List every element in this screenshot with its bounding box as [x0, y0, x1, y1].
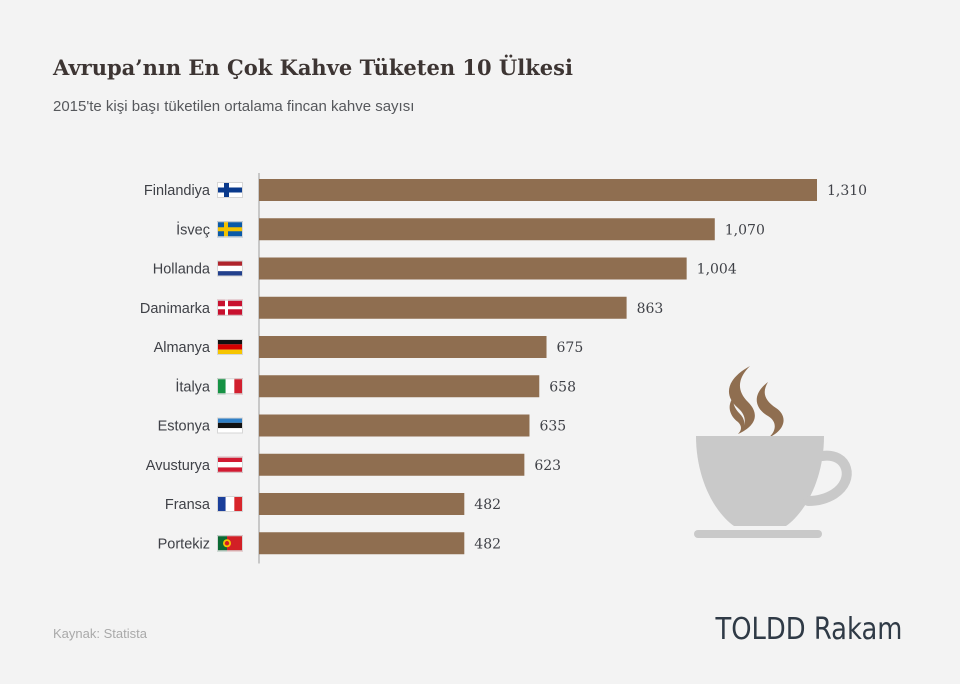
- value-label: 1,310: [827, 183, 867, 199]
- bar: [259, 375, 540, 398]
- value-label: 1,070: [725, 222, 765, 238]
- category-label: Fransa: [165, 497, 211, 513]
- germany-flag-icon: [217, 339, 243, 355]
- austria-flag-icon: [217, 456, 243, 473]
- category-label: Danimarka: [140, 301, 211, 317]
- category-label: İtalya: [175, 377, 211, 395]
- bar: [259, 532, 465, 555]
- value-label: 1,004: [697, 262, 737, 278]
- category-label: İsveç: [176, 220, 210, 238]
- netherlands-flag-icon: [217, 260, 243, 277]
- coffee-cup-icon: [694, 366, 852, 538]
- bar: [259, 296, 627, 319]
- source-note: Kaynak: Statista: [53, 626, 147, 641]
- chart-subtitle: 2015'te kişi başı tüketilen ortalama fin…: [53, 98, 415, 115]
- category-label: Portekiz: [158, 536, 210, 552]
- bar: [259, 257, 687, 280]
- value-label: 675: [557, 340, 584, 356]
- category-label: Almanya: [154, 340, 211, 356]
- denmark-flag-icon: [217, 299, 243, 316]
- category-label: Finlandiya: [144, 183, 211, 199]
- bar: [259, 453, 525, 476]
- category-label: Hollanda: [153, 262, 211, 278]
- brand-logo: TOLDD Rakam: [715, 612, 902, 647]
- bar: [259, 218, 715, 241]
- bar: [259, 414, 530, 437]
- finland-flag-icon: [217, 182, 243, 198]
- bar: [259, 493, 465, 515]
- estonia-flag-icon: [217, 417, 243, 434]
- value-label: 863: [637, 301, 664, 317]
- steam-icon: [728, 366, 784, 438]
- sweden-flag-icon: [217, 221, 243, 238]
- bar: [259, 336, 547, 358]
- portugal-flag-icon: [217, 535, 243, 552]
- cup-body-icon: [694, 436, 852, 538]
- value-label: 623: [534, 458, 561, 474]
- value-label: 635: [539, 419, 566, 435]
- value-label: 482: [474, 497, 501, 513]
- france-flag-icon: [217, 496, 243, 512]
- chart-title: Avrupa’nın En Çok Kahve Tüketen 10 Ülkes…: [53, 55, 573, 80]
- value-label: 658: [549, 379, 576, 395]
- italy-flag-icon: [217, 378, 243, 395]
- category-label: Estonya: [158, 419, 211, 435]
- bar: [259, 179, 817, 201]
- bar-chart: Finlandiya 1,310 İsveç 1,070 Hollanda 1,004 Da…: [140, 173, 867, 564]
- value-label: 482: [474, 536, 501, 552]
- category-label: Avusturya: [146, 458, 211, 474]
